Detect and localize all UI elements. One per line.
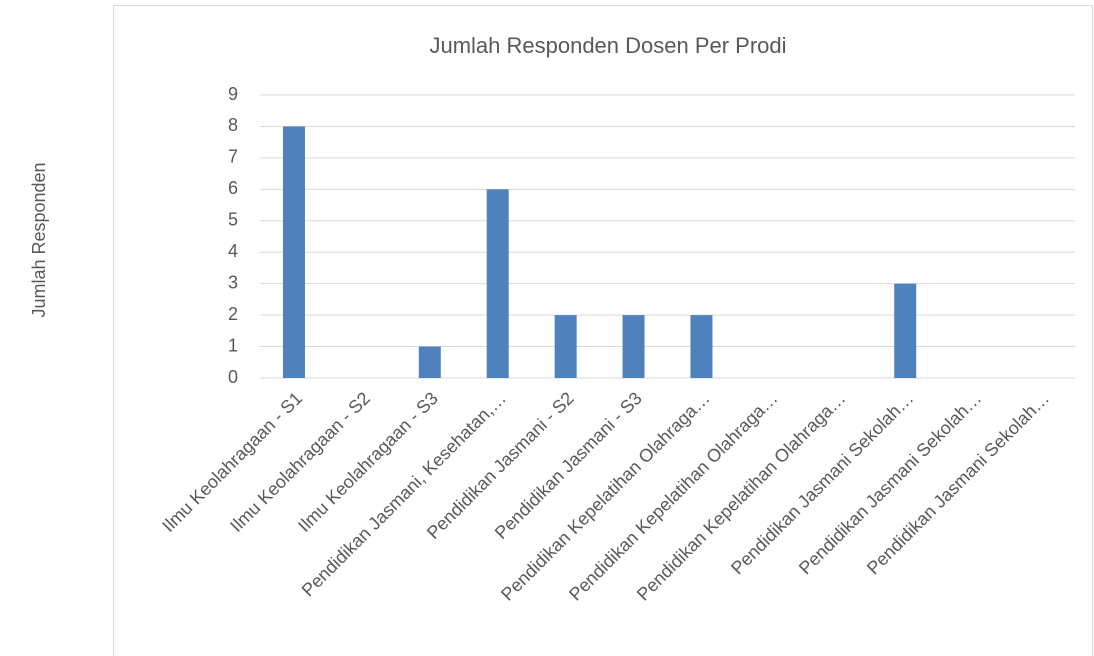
y-tick-label: 9 [228,84,238,104]
bar [418,346,441,378]
bar [690,315,713,378]
y-tick-label: 4 [228,241,238,261]
y-tick-label: 0 [228,367,238,387]
bar [282,126,305,378]
y-tick-label: 8 [228,115,238,135]
bar [894,283,917,378]
y-axis-label: Jumlah Responden [29,162,49,317]
y-tick-label: 6 [228,178,238,198]
y-tick-label: 5 [228,210,238,230]
y-tick-label: 3 [228,272,238,292]
y-tick-label: 2 [228,304,238,324]
chart-title: Jumlah Responden Dosen Per Prodi [429,33,786,58]
bar [622,315,645,378]
chart-border [113,5,1093,656]
bar [554,315,577,378]
y-tick-label: 7 [228,147,238,167]
bar [486,189,509,378]
y-tick-label: 1 [228,335,238,355]
